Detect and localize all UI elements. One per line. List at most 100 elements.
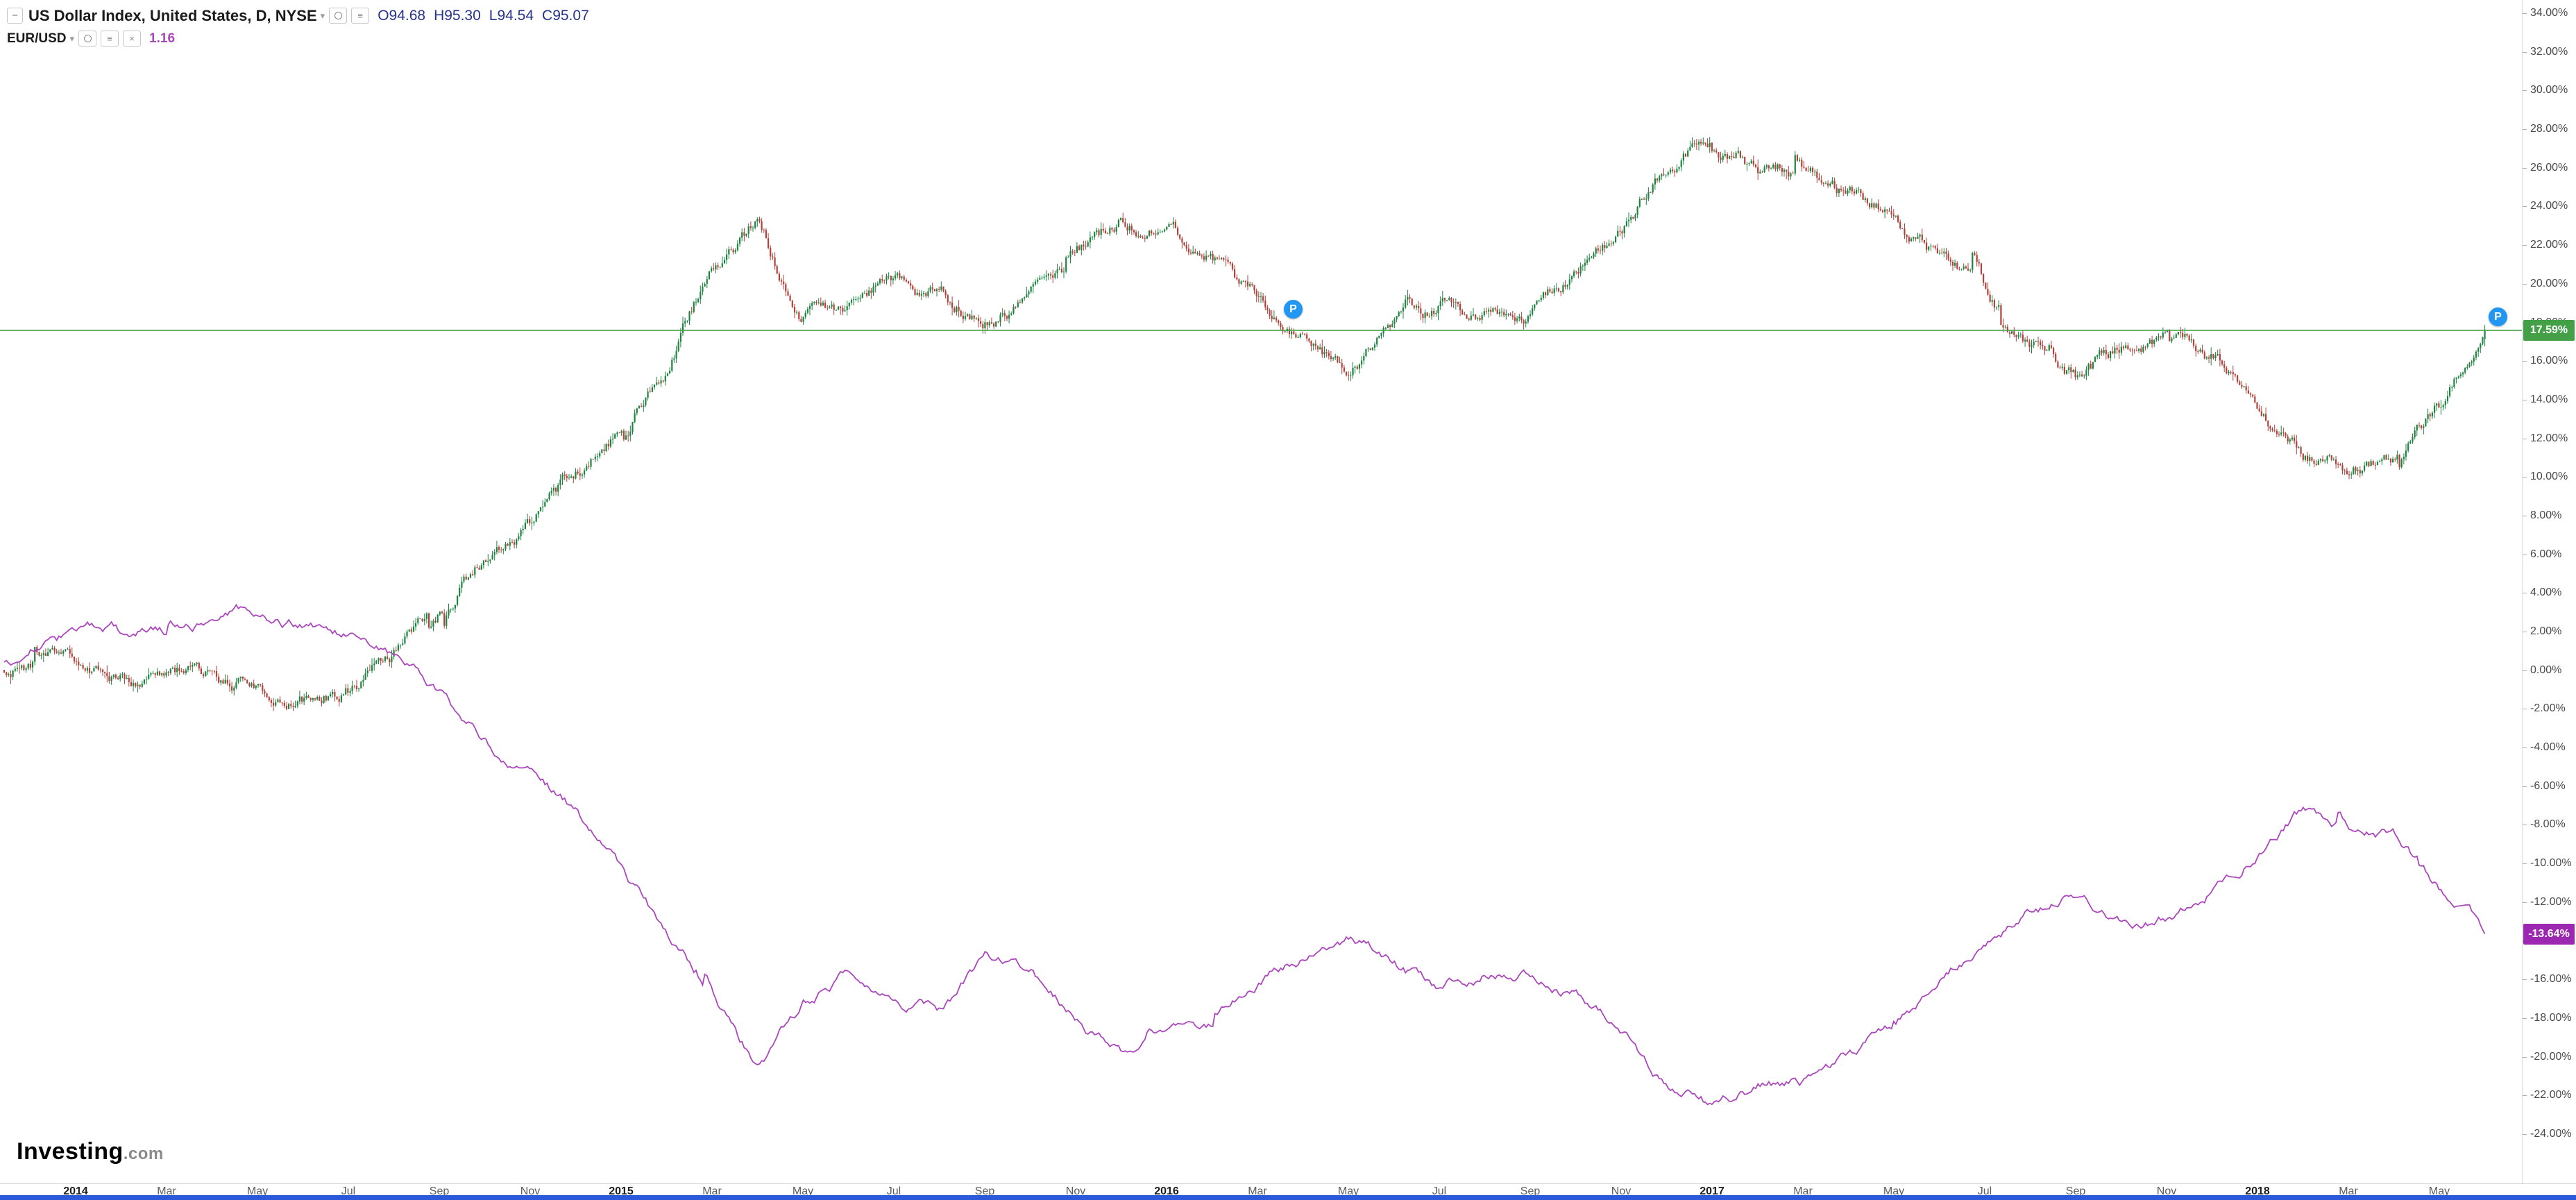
y-axis-tick (2523, 1095, 2527, 1096)
y-axis-tick (2523, 1018, 2527, 1019)
visibility-icon[interactable] (329, 8, 348, 24)
y-axis-label: -6.00% (2530, 780, 2566, 792)
y-axis-label: -22.00% (2530, 1089, 2572, 1101)
overlay-price-tag: -13.64% (2523, 923, 2575, 945)
x-axis-label: Jul (341, 1185, 356, 1197)
investing-logo: Investing.com (17, 1138, 164, 1165)
x-axis-label: May (246, 1185, 269, 1197)
y-axis-tick (2523, 52, 2527, 53)
y-axis-label: 12.00% (2530, 432, 2568, 444)
x-axis-label: Nov (520, 1185, 541, 1197)
y-axis-label: 10.00% (2530, 471, 2568, 482)
y-axis-label: 8.00% (2530, 509, 2562, 521)
y-axis-label: 6.00% (2530, 548, 2562, 560)
y-axis-label: 34.00% (2530, 7, 2568, 19)
y-axis-label: -16.00% (2530, 973, 2572, 985)
y-axis-tick (2523, 786, 2527, 787)
y-axis-label: 2.00% (2530, 625, 2562, 637)
y-axis-label: 20.00% (2530, 278, 2568, 289)
y-axis-tick (2523, 747, 2527, 748)
y-axis-label: 26.00% (2530, 162, 2568, 174)
logo-suffix-text: .com (123, 1144, 164, 1163)
y-axis-label: -18.00% (2530, 1012, 2572, 1024)
y-axis-label: -10.00% (2530, 857, 2572, 869)
y-axis-tick (2523, 670, 2527, 671)
settings-icon[interactable]: ≡ (101, 31, 119, 47)
y-axis-tick (2523, 361, 2527, 362)
y-axis-tick (2523, 284, 2527, 285)
position-marker[interactable]: P (1284, 300, 1303, 319)
chart-legend: − US Dollar Index, United States, D, NYS… (7, 4, 589, 50)
y-axis-tick (2523, 863, 2527, 864)
time-axis[interactable]: 2014 Mar May Jul Sep Nov 2015 Mar May Jul Sep Nov 20… (0, 1183, 2576, 1197)
y-axis-label: 32.00% (2530, 46, 2568, 58)
overlay-last-value: 1.16 (149, 31, 176, 46)
visibility-icon[interactable] (78, 31, 97, 47)
x-axis-label: Jul (1977, 1185, 1992, 1197)
x-axis-label: Jul (1432, 1185, 1447, 1197)
y-axis-tick (2523, 129, 2527, 130)
y-axis-label: 0.00% (2530, 664, 2562, 676)
price-chart[interactable] (0, 0, 2522, 1183)
chevron-down-icon: ▾ (320, 10, 325, 21)
x-axis-label: Mar (702, 1185, 722, 1197)
y-axis-label: -12.00% (2530, 896, 2572, 908)
eye-icon (334, 12, 342, 19)
y-axis-label: -20.00% (2530, 1051, 2572, 1063)
y-axis-tick (2523, 477, 2527, 478)
collapse-legend-icon[interactable]: − (7, 8, 23, 24)
x-axis-label: May (2428, 1185, 2450, 1197)
symbol-title[interactable]: US Dollar Index, United States, D, NYSE (28, 6, 317, 24)
x-axis-label: May (1883, 1185, 1905, 1197)
y-axis-label: 4.00% (2530, 586, 2562, 598)
y-axis-tick (2523, 1134, 2527, 1135)
eye-icon (83, 35, 92, 42)
logo-text: Investing (17, 1138, 124, 1165)
open-value: O94.68 (378, 7, 426, 24)
current-price-tag: 17.59% (2523, 319, 2575, 341)
x-axis-label: May (1337, 1185, 1359, 1197)
y-axis-label: -4.00% (2530, 741, 2566, 753)
price-axis[interactable]: 17.59% -13.64% 34.00% 32.00% 30.00% 28.00% 2… (2522, 0, 2576, 1195)
close-value: C95.07 (542, 7, 589, 24)
x-axis-label: 2015 (609, 1185, 634, 1197)
position-marker[interactable]: P (2489, 307, 2507, 326)
x-axis-label: Mar (1248, 1185, 1267, 1197)
y-axis-tick (2523, 13, 2527, 14)
y-axis-label: 28.00% (2530, 123, 2568, 135)
chevron-down-icon: ▾ (69, 33, 75, 44)
close-icon[interactable]: × (123, 31, 142, 47)
x-axis-label: Mar (157, 1185, 176, 1197)
x-axis-label: May (792, 1185, 814, 1197)
x-axis-label: Sep (974, 1185, 995, 1197)
high-value: H95.30 (434, 7, 481, 24)
overlay-series-legend: EUR/USD ▾ ≡ × 1.16 (7, 27, 589, 50)
y-axis-label: 16.00% (2530, 355, 2568, 366)
y-axis-label: 30.00% (2530, 84, 2568, 96)
low-value: L94.54 (489, 7, 534, 24)
y-axis-label: 22.00% (2530, 239, 2568, 251)
x-axis-label: Sep (1520, 1185, 1541, 1197)
x-axis-label: Sep (2065, 1185, 2086, 1197)
x-axis-label: 2014 (63, 1185, 88, 1197)
main-series-legend: − US Dollar Index, United States, D, NYS… (7, 4, 589, 27)
x-axis-label: Nov (1065, 1185, 1086, 1197)
y-axis-tick (2523, 245, 2527, 246)
x-axis-label: 2017 (1700, 1185, 1725, 1197)
chart-bottom-scrollbar[interactable] (0, 1195, 2576, 1200)
x-axis-label: Mar (1793, 1185, 1813, 1197)
y-axis-tick (2523, 168, 2527, 169)
y-axis-label: 14.00% (2530, 394, 2568, 405)
y-axis-tick (2523, 979, 2527, 980)
y-axis-tick (2523, 902, 2527, 903)
y-axis-label: -24.00% (2530, 1128, 2572, 1140)
overlay-symbol-title[interactable]: EUR/USD (7, 31, 67, 46)
y-axis-label: -2.00% (2530, 702, 2566, 714)
settings-icon[interactable]: ≡ (351, 8, 370, 24)
y-axis-label: 24.00% (2530, 200, 2568, 212)
x-axis-label: Nov (1611, 1185, 1632, 1197)
y-axis-tick (2523, 1057, 2527, 1058)
y-axis-label: -8.00% (2530, 818, 2566, 830)
x-axis-label: 2018 (2245, 1185, 2270, 1197)
